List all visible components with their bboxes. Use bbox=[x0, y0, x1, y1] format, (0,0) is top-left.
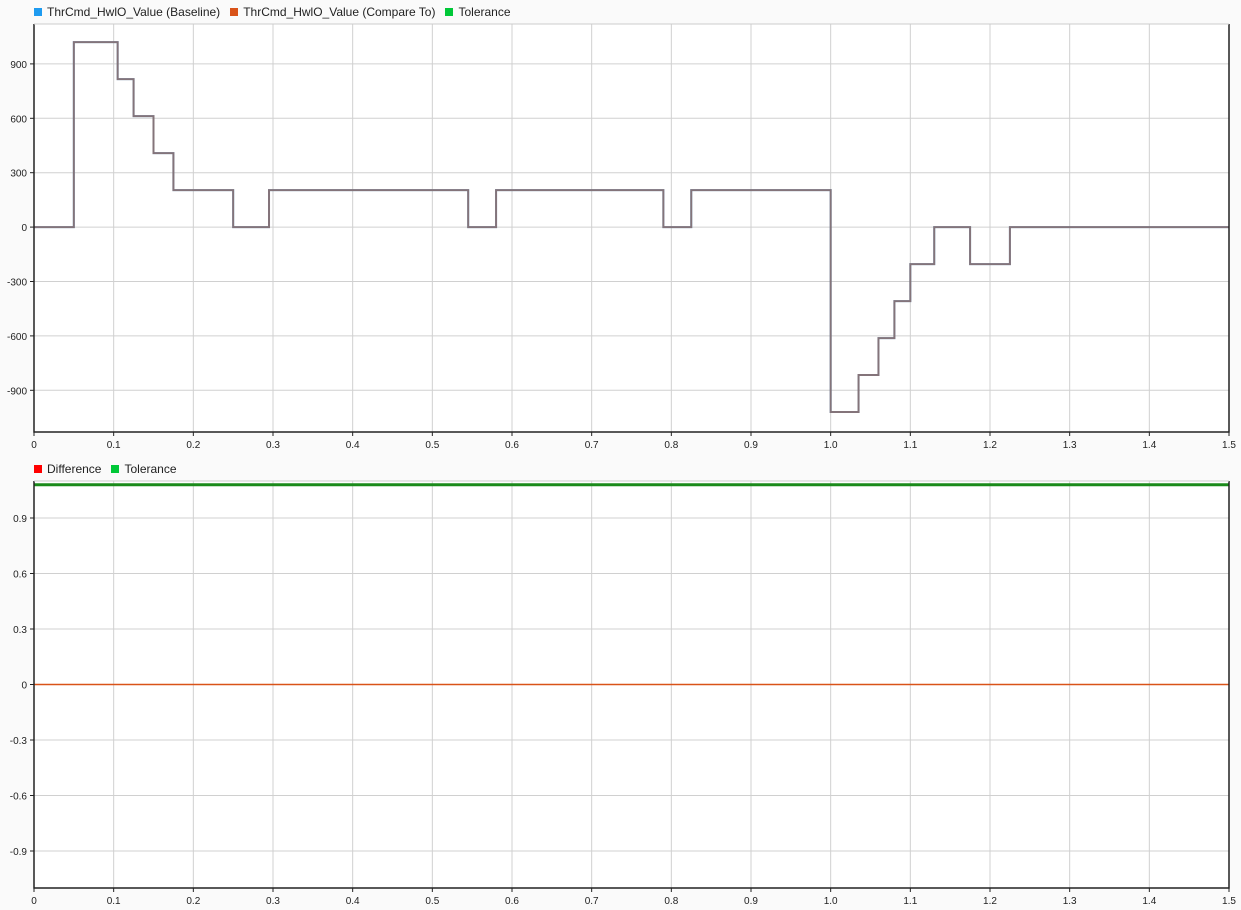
x-tick-label: 1.0 bbox=[824, 440, 838, 451]
legend-swatch bbox=[34, 8, 42, 16]
y-tick-label: 0.9 bbox=[13, 514, 27, 525]
y-tick-label: 0 bbox=[21, 681, 27, 692]
x-tick-label: 1.4 bbox=[1142, 896, 1156, 907]
x-tick-label: 0.1 bbox=[107, 440, 121, 451]
x-tick-label: 0.5 bbox=[425, 440, 439, 451]
x-tick-label: 0.7 bbox=[585, 896, 599, 907]
y-tick-label: 0.3 bbox=[13, 625, 27, 636]
axes-frame bbox=[33, 481, 1230, 889]
x-tick-label: 0.9 bbox=[744, 440, 758, 451]
x-tick-label: 1.3 bbox=[1063, 440, 1077, 451]
x-tick-label: 1.1 bbox=[903, 440, 917, 451]
x-tick-label: 0 bbox=[31, 896, 37, 907]
y-tick-label: -0.3 bbox=[10, 736, 28, 747]
y-tick-label: 0.6 bbox=[13, 570, 27, 581]
axes-frame bbox=[33, 24, 1230, 433]
x-tick-label: 0.8 bbox=[664, 440, 678, 451]
x-tick-label: 1.0 bbox=[824, 896, 838, 907]
y-tick-label: -0.9 bbox=[10, 847, 28, 858]
y-tick-label: -300 bbox=[7, 277, 27, 288]
top-legend: ThrCmd_HwlO_Value (Baseline) ThrCmd_HwlO… bbox=[34, 4, 521, 20]
x-tick-label: 1.4 bbox=[1142, 440, 1156, 451]
x-tick-label: 0.6 bbox=[505, 440, 519, 451]
y-tick-label: -900 bbox=[7, 386, 27, 397]
x-tick-label: 0.3 bbox=[266, 440, 280, 451]
legend-label: ThrCmd_HwlO_Value (Baseline) bbox=[47, 5, 221, 19]
y-tick-label: -0.6 bbox=[10, 792, 28, 803]
legend-item-compare[interactable]: ThrCmd_HwlO_Value (Compare To) bbox=[230, 5, 435, 19]
x-tick-label: 0.7 bbox=[585, 440, 599, 451]
legend-swatch bbox=[230, 8, 239, 16]
x-tick-label: 0.1 bbox=[107, 896, 121, 907]
x-tick-label: 1.2 bbox=[983, 440, 997, 451]
y-tick-label: 300 bbox=[10, 169, 27, 180]
x-tick-label: 1.1 bbox=[903, 896, 917, 907]
legend-label: Tolerance bbox=[124, 462, 177, 476]
x-tick-label: 0.8 bbox=[664, 896, 678, 907]
x-tick-label: 0.4 bbox=[346, 440, 360, 451]
x-tick-label: 0.9 bbox=[744, 896, 758, 907]
legend-swatch bbox=[34, 465, 42, 473]
x-tick-label: 0.6 bbox=[505, 896, 519, 907]
x-tick-label: 0.2 bbox=[186, 896, 200, 907]
legend-label: ThrCmd_HwlO_Value (Compare To) bbox=[243, 5, 436, 19]
x-tick-label: 0.5 bbox=[425, 896, 439, 907]
x-tick-label: 1.3 bbox=[1063, 896, 1077, 907]
x-tick-label: 0.4 bbox=[346, 896, 360, 907]
series-line-thrcmd-hwlo-value-compare-to-[interactable] bbox=[34, 41, 1229, 414]
y-tick-label: 600 bbox=[10, 114, 27, 125]
y-tick-label: -600 bbox=[7, 332, 27, 343]
x-tick-label: 0 bbox=[31, 440, 37, 451]
legend-item-tolerance[interactable]: Tolerance bbox=[111, 462, 177, 476]
legend-item-difference[interactable]: Difference bbox=[34, 462, 101, 476]
plot-panel-0: 0 0.1 0.2 0.3 0.4 0.5 0.6 0.7 0.8 0.9 1.0 1.1 1.2 1.3… bbox=[7, 23, 1236, 451]
legend-swatch bbox=[445, 8, 454, 16]
legend-label: Tolerance bbox=[458, 5, 511, 19]
x-tick-label: 0.2 bbox=[186, 440, 200, 451]
x-tick-label: 1.5 bbox=[1222, 440, 1236, 451]
x-tick-label: 1.2 bbox=[983, 896, 997, 907]
legend-swatch bbox=[111, 465, 120, 473]
legend-item-baseline[interactable]: ThrCmd_HwlO_Value (Baseline) bbox=[34, 5, 220, 19]
legend-label: Difference bbox=[47, 462, 102, 476]
x-tick-label: 1.5 bbox=[1222, 896, 1236, 907]
x-tick-label: 0.3 bbox=[266, 896, 280, 907]
bottom-legend: Difference Tolerance bbox=[34, 461, 187, 477]
plot-panel-1: 0 0.1 0.2 0.3 0.4 0.5 0.6 0.7 0.8 0.9 1.0 1.1 1.2 1.3… bbox=[10, 480, 1236, 907]
legend-item-tolerance[interactable]: Tolerance bbox=[445, 5, 511, 19]
y-tick-label: 0 bbox=[21, 223, 27, 234]
y-tick-label: 900 bbox=[10, 60, 27, 71]
